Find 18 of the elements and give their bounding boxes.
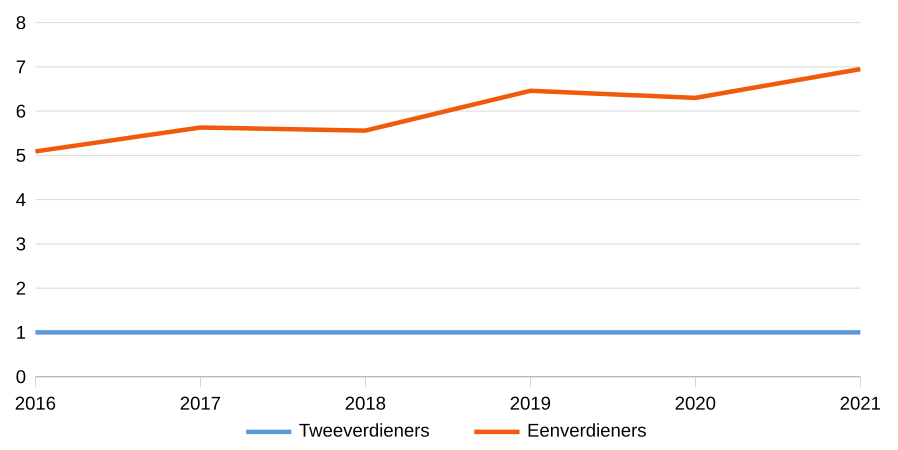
legend-label: Eenverdieners	[528, 423, 646, 437]
legend-label: Tweeverdieners	[299, 423, 430, 437]
x-tick-label: 2017	[180, 396, 220, 410]
x-tick-label: 2016	[16, 396, 56, 410]
y-tick-label: 5	[16, 149, 26, 162]
line-series	[33, 66, 863, 154]
y-tick-label: 7	[16, 60, 26, 74]
y-tick-label: 3	[16, 238, 26, 251]
y-tick-label: 1	[17, 326, 26, 339]
x-tick-label: 2019	[510, 396, 550, 410]
x-tick-label: 2020	[676, 396, 716, 410]
y-tick-label: 0	[16, 370, 26, 384]
y-tick-label: 6	[16, 104, 26, 118]
y-tick-label: 4	[16, 193, 26, 206]
y-tick-label: 8	[16, 16, 26, 30]
x-tick-label: 2021	[840, 396, 880, 410]
x-tick-label: 2018	[346, 396, 386, 410]
y-tick-label: 2	[16, 282, 26, 295]
